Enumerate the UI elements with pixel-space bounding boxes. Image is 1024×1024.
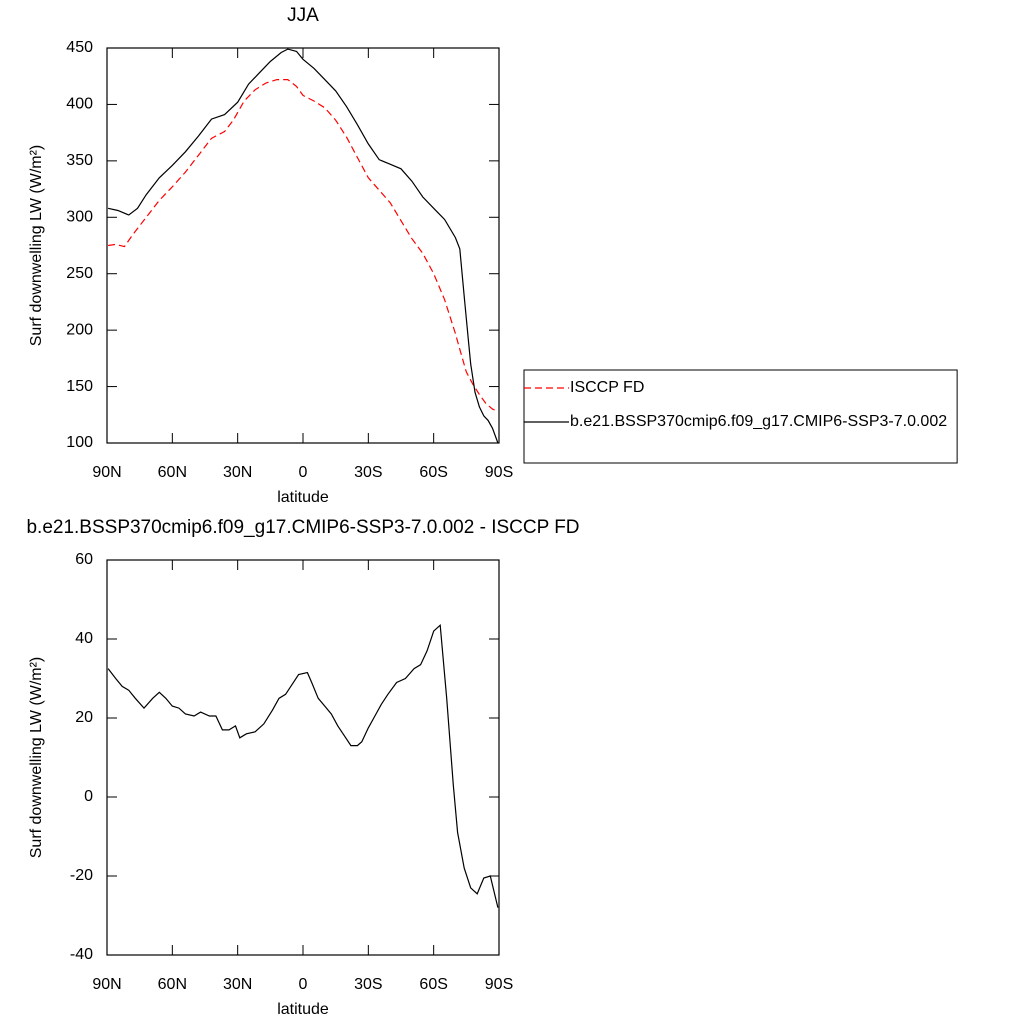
x-tick-label: 60N <box>158 464 187 481</box>
x-tick-label: 30N <box>223 976 252 993</box>
chart-title: b.e21.BSSP370cmip6.f09_g17.CMIP6-SSP3-7.… <box>26 517 579 538</box>
chart-title: JJA <box>287 5 319 26</box>
x-tick-label: 30S <box>354 464 382 481</box>
x-tick-label: 60N <box>158 976 187 993</box>
x-axis-label: latitude <box>277 1001 329 1018</box>
y-tick-label: 350 <box>66 152 93 169</box>
y-tick-label: 300 <box>66 209 93 226</box>
x-tick-label: 60S <box>419 976 447 993</box>
plot-frame <box>106 47 500 444</box>
y-tick-label: -20 <box>70 867 93 884</box>
data-line <box>107 623 499 908</box>
legend-label: ISCCP FD <box>570 379 644 396</box>
y-tick-label: 0 <box>84 788 93 805</box>
legend: ISCCP FD b.e21.BSSP370cmip6.f09_g17.CMIP6… <box>523 369 958 464</box>
legend-frame <box>523 369 958 464</box>
x-tick-label: 90S <box>485 464 513 481</box>
legend-label: b.e21.BSSP370cmip6.f09_g17.CMIP6-SSP3-7.… <box>570 413 947 430</box>
x-tick-label: 30N <box>223 464 252 481</box>
x-axis-label: latitude <box>277 489 329 506</box>
y-axis-label: Surf downwelling LW (W/m²) <box>28 657 45 859</box>
x-tick-label: 60S <box>419 464 447 481</box>
data-line <box>107 48 499 444</box>
x-tick-label: 30S <box>354 976 382 993</box>
y-tick-label: 450 <box>66 39 93 56</box>
plot-frame <box>106 559 500 956</box>
y-tick-label: 400 <box>66 96 93 113</box>
y-tick-label: 40 <box>75 630 93 647</box>
x-tick-label: 90N <box>92 464 121 481</box>
x-tick-label: 0 <box>299 976 308 993</box>
x-tick-label: 90N <box>92 976 121 993</box>
x-tick-label: 0 <box>299 464 308 481</box>
y-tick-label: 60 <box>75 551 93 568</box>
x-tick-label: 90S <box>485 976 513 993</box>
y-tick-label: 150 <box>66 378 93 395</box>
y-tick-label: 200 <box>66 321 93 338</box>
y-axis-label: Surf downwelling LW (W/m²) <box>28 145 45 347</box>
y-tick-label: 20 <box>75 709 93 726</box>
y-tick-label: 250 <box>66 265 93 282</box>
y-tick-label: 100 <box>66 434 93 451</box>
y-tick-label: -40 <box>70 946 93 963</box>
data-line <box>108 79 499 412</box>
